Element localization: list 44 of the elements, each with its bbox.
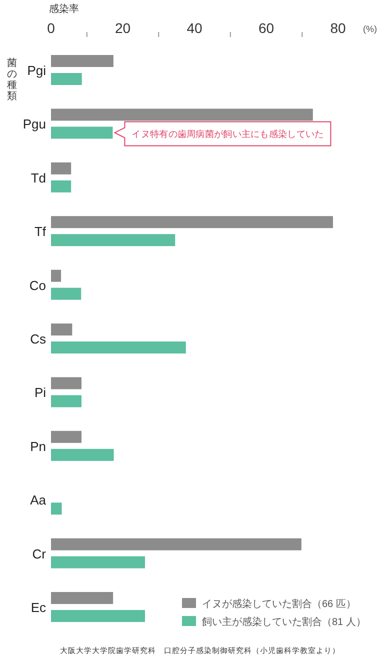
y-tick-label: Pn bbox=[30, 438, 46, 454]
callout: イヌ特有の歯周病菌が飼い主にも感染していた bbox=[114, 121, 332, 146]
legend-label: イヌが感染していた割合（66 匹） bbox=[202, 598, 356, 610]
bar bbox=[51, 556, 145, 568]
bar bbox=[51, 108, 313, 121]
x-axis-title: 感染率 bbox=[49, 3, 79, 15]
bar bbox=[51, 592, 114, 604]
y-axis-title: 菌の種類 bbox=[7, 57, 17, 102]
x-tick-label: 0 bbox=[47, 20, 56, 36]
bar bbox=[51, 55, 114, 67]
y-tick-label: Pgu bbox=[22, 116, 46, 132]
bar bbox=[51, 502, 62, 515]
bar bbox=[51, 126, 113, 139]
bar bbox=[51, 395, 82, 408]
bar bbox=[51, 73, 82, 85]
bar bbox=[51, 234, 176, 246]
y-tick-label: Pgi bbox=[27, 63, 46, 78]
y-tick-label: Aa bbox=[30, 492, 47, 508]
x-tick-label: 80 bbox=[330, 20, 346, 36]
y-tick-label: Cs bbox=[30, 332, 46, 346]
bar bbox=[51, 288, 82, 300]
legend-label: 飼い主が感染していた割合（81 人） bbox=[202, 616, 366, 628]
bar bbox=[51, 270, 62, 282]
x-tick-label: 40 bbox=[186, 20, 202, 36]
y-tick-label: Co bbox=[29, 278, 46, 293]
annotation: イヌ特有の歯周病菌が飼い主にも感染していた bbox=[132, 129, 324, 140]
x-tick-label: 20 bbox=[114, 20, 131, 36]
bar bbox=[51, 377, 82, 390]
y-tick-label: Pi bbox=[34, 385, 46, 400]
bar bbox=[51, 324, 72, 336]
y-tick-label: Cr bbox=[32, 546, 47, 562]
bar bbox=[51, 162, 72, 174]
bar bbox=[51, 538, 302, 550]
bar bbox=[51, 342, 186, 354]
text: (%) bbox=[363, 24, 377, 34]
y-tick-label: Tf bbox=[34, 224, 46, 240]
bar bbox=[51, 430, 82, 443]
y-tick-label: Ec bbox=[30, 600, 46, 615]
bar bbox=[51, 448, 114, 461]
bar bbox=[51, 610, 145, 622]
bar bbox=[51, 216, 333, 228]
bar bbox=[51, 180, 72, 192]
x-tick-label: 60 bbox=[258, 20, 274, 36]
y-tick-label: Td bbox=[30, 170, 46, 186]
